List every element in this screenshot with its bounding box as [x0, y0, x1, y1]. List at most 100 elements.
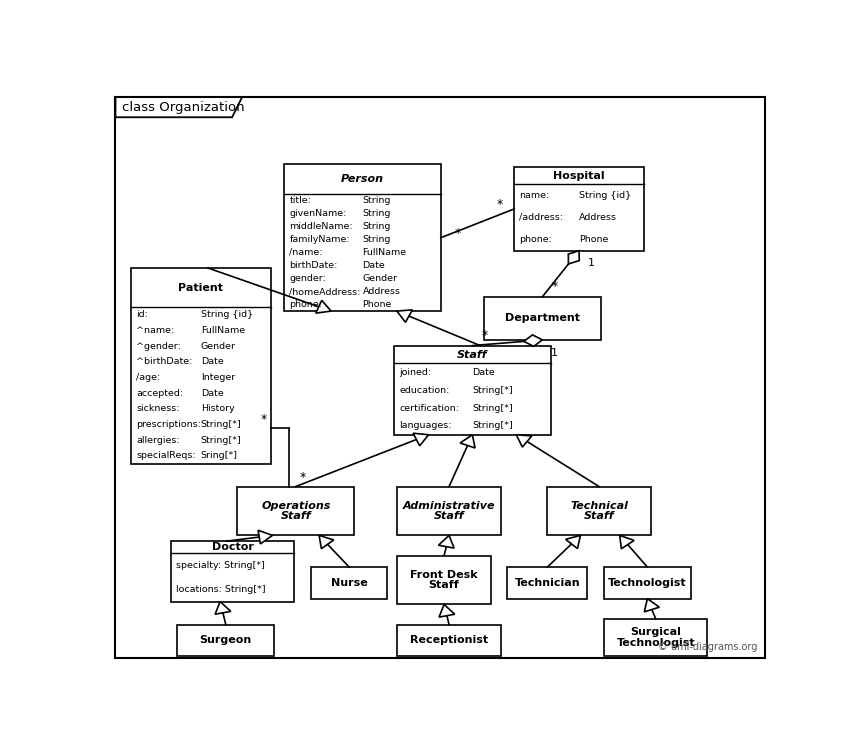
- Text: String {id}: String {id}: [201, 311, 253, 320]
- Text: String: String: [362, 222, 390, 231]
- Bar: [484, 297, 600, 340]
- Text: History: History: [201, 404, 235, 413]
- Bar: [604, 619, 707, 656]
- Text: Address: Address: [579, 213, 617, 222]
- Text: Person: Person: [341, 174, 384, 184]
- Text: FullName: FullName: [201, 326, 245, 335]
- Bar: [397, 556, 491, 604]
- Text: specialty: String[*]: specialty: String[*]: [176, 561, 265, 570]
- Text: education:: education:: [399, 385, 450, 394]
- Bar: [397, 486, 501, 536]
- Text: *: *: [454, 226, 461, 240]
- Text: Gender: Gender: [362, 274, 397, 283]
- Bar: [548, 486, 651, 536]
- Polygon shape: [644, 598, 660, 612]
- Text: String[*]: String[*]: [201, 420, 242, 429]
- Polygon shape: [397, 310, 413, 322]
- Text: gender:: gender:: [290, 274, 326, 283]
- Bar: [604, 567, 691, 598]
- Text: Phone: Phone: [362, 300, 392, 309]
- Text: Receptionist: Receptionist: [410, 636, 488, 645]
- Text: Technician: Technician: [514, 578, 580, 588]
- Text: Staff: Staff: [458, 350, 488, 359]
- Text: /age:: /age:: [136, 373, 161, 382]
- Text: Surgical: Surgical: [630, 627, 681, 637]
- Polygon shape: [620, 536, 634, 549]
- Text: Hospital: Hospital: [553, 170, 605, 181]
- Text: 1: 1: [551, 347, 558, 358]
- Text: 1: 1: [587, 258, 594, 268]
- Text: Surgeon: Surgeon: [200, 636, 252, 645]
- Bar: [177, 624, 274, 656]
- Polygon shape: [319, 536, 334, 549]
- Text: Technologist: Technologist: [617, 638, 695, 648]
- Text: Date: Date: [472, 368, 495, 376]
- Polygon shape: [460, 435, 475, 448]
- Text: Staff: Staff: [280, 511, 311, 521]
- Text: Staff: Staff: [584, 511, 614, 521]
- Text: name:: name:: [519, 190, 550, 199]
- Text: Staff: Staff: [428, 580, 459, 590]
- Text: Technical: Technical: [570, 500, 628, 511]
- Bar: [171, 541, 294, 601]
- Bar: [310, 567, 387, 598]
- Text: String[*]: String[*]: [201, 436, 242, 444]
- Text: sickness:: sickness:: [136, 404, 180, 413]
- Text: *: *: [496, 198, 502, 211]
- Text: joined:: joined:: [399, 368, 432, 376]
- Text: Department: Department: [505, 313, 580, 323]
- Bar: [237, 486, 354, 536]
- Text: Address: Address: [362, 287, 401, 296]
- Text: class Organization: class Organization: [122, 101, 245, 114]
- Text: Operations: Operations: [261, 500, 330, 511]
- Text: locations: String[*]: locations: String[*]: [176, 585, 266, 594]
- Text: /name:: /name:: [290, 248, 323, 257]
- Text: ^birthDate:: ^birthDate:: [136, 357, 193, 366]
- Polygon shape: [516, 435, 531, 447]
- Polygon shape: [115, 97, 243, 117]
- Text: String: String: [362, 235, 390, 244]
- Text: certification:: certification:: [399, 403, 459, 412]
- Text: *: *: [482, 329, 488, 341]
- Polygon shape: [258, 530, 273, 544]
- Text: String: String: [362, 196, 390, 205]
- Text: Front Desk: Front Desk: [410, 570, 478, 580]
- Text: languages:: languages:: [399, 421, 452, 430]
- Text: phone:: phone:: [519, 235, 552, 244]
- Text: *: *: [299, 471, 305, 484]
- Bar: [394, 346, 550, 435]
- Text: © uml-diagrams.org: © uml-diagrams.org: [658, 642, 758, 652]
- Polygon shape: [316, 300, 331, 313]
- Text: specialReqs:: specialReqs:: [136, 451, 196, 460]
- Text: middleName:: middleName:: [290, 222, 353, 231]
- Bar: [397, 624, 501, 656]
- Text: givenName:: givenName:: [290, 209, 347, 218]
- Text: Patient: Patient: [178, 282, 224, 293]
- Bar: [284, 164, 440, 311]
- Polygon shape: [413, 433, 428, 446]
- Polygon shape: [215, 601, 230, 614]
- Polygon shape: [524, 335, 543, 347]
- Text: String: String: [362, 209, 390, 218]
- Text: Sring[*]: Sring[*]: [201, 451, 238, 460]
- Text: allergies:: allergies:: [136, 436, 180, 444]
- Text: Phone: Phone: [579, 235, 608, 244]
- Bar: [131, 268, 271, 463]
- Text: String[*]: String[*]: [472, 385, 513, 394]
- Text: id:: id:: [136, 311, 148, 320]
- Text: Integer: Integer: [201, 373, 235, 382]
- Text: familyName:: familyName:: [290, 235, 350, 244]
- Polygon shape: [439, 536, 454, 548]
- Polygon shape: [566, 536, 580, 548]
- Text: Doctor: Doctor: [212, 542, 254, 552]
- Text: title:: title:: [290, 196, 311, 205]
- Text: Staff: Staff: [433, 511, 464, 521]
- Text: Gender: Gender: [201, 341, 236, 350]
- Text: Nurse: Nurse: [331, 578, 367, 588]
- Bar: [514, 167, 644, 251]
- Text: /homeAddress:: /homeAddress:: [290, 287, 361, 296]
- Text: String[*]: String[*]: [472, 421, 513, 430]
- Text: Administrative: Administrative: [402, 500, 495, 511]
- Text: *: *: [551, 280, 557, 293]
- Bar: [507, 567, 587, 598]
